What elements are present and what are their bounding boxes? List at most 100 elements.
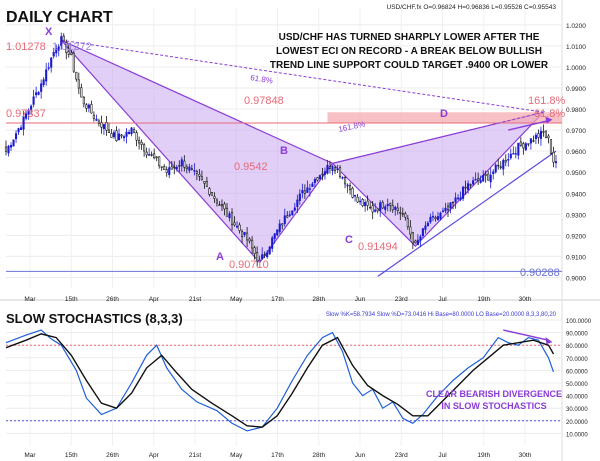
price-tick-label: 0.9400 (566, 191, 586, 198)
candle-body (203, 181, 206, 184)
candle-body (426, 222, 429, 227)
candle-body (107, 129, 111, 133)
candle-body (256, 252, 259, 262)
candle-body (55, 48, 58, 54)
candle-body (296, 199, 299, 207)
candle-body (331, 165, 334, 171)
candle-body (143, 144, 146, 152)
candle-body (414, 240, 417, 244)
candle-body (153, 153, 156, 159)
candle-body (133, 129, 136, 133)
candle-body (492, 171, 495, 175)
candle-body (266, 252, 269, 258)
candle-body (37, 92, 40, 95)
price-tick-label: 0.9300 (566, 212, 586, 219)
stoch-tick-label: 100.0000 (566, 319, 592, 325)
candle-body (354, 195, 357, 197)
candle-body (467, 183, 470, 190)
candle-body (529, 138, 532, 144)
candle-body (261, 254, 264, 260)
label-x-high-right: 1.01272 (52, 41, 92, 53)
x-tick-label-bottom: 30th (519, 452, 532, 459)
candle-body (394, 206, 397, 210)
chart-title: DAILY CHART (6, 9, 113, 26)
candle-body (451, 201, 455, 204)
candle-body (168, 167, 171, 176)
stoch-tick-label: 80.0000 (566, 344, 588, 350)
candle-body (198, 174, 201, 177)
candle-body (140, 141, 143, 145)
candle-body (424, 225, 427, 230)
candle-body (401, 213, 404, 215)
candle-body (544, 130, 548, 139)
x-tick-label: Jul (438, 296, 447, 303)
price-tick-label: 1.0200 (566, 23, 586, 30)
candle-body (419, 236, 422, 241)
candle-body (512, 153, 515, 155)
stoch-k-line (5, 329, 555, 432)
candle-body (351, 187, 354, 198)
candle-body (532, 140, 535, 142)
candle-body (391, 205, 394, 211)
label-fib-1618-right: 161.8% (528, 95, 566, 107)
candle-body (14, 133, 18, 140)
candle-body (482, 175, 485, 182)
candle-body (218, 204, 221, 206)
price-arrow (508, 119, 549, 131)
candle-body (122, 136, 126, 139)
label-fib-618-right: 61.8% (534, 108, 565, 120)
candle-body (62, 35, 65, 42)
pattern-point-a: A (216, 251, 224, 263)
candle-body (72, 52, 75, 72)
x-tick-label-bottom: 23rd (395, 452, 408, 459)
candle-body (494, 164, 497, 173)
candle-body (190, 168, 193, 170)
candle-body (115, 130, 118, 142)
candle-body (22, 116, 25, 130)
label-a-low: 0.90710 (229, 259, 269, 271)
candle-body (446, 205, 450, 211)
candle-body (82, 96, 85, 105)
candle-body (406, 218, 409, 228)
candle-body (80, 87, 83, 98)
candle-body (484, 174, 487, 176)
divergence-note-2: IN SLOW STOCHASTICS (441, 401, 546, 411)
price-axis-ticks: 1.0200 1.0100 1.0000 0.9900 0.9800 0.9700 0.96… (566, 23, 586, 283)
x-tick-label: 15th (65, 296, 78, 303)
stoch-divergence-arrow (503, 329, 549, 341)
stoch-d-line (5, 333, 555, 428)
candle-body (130, 127, 133, 135)
candle-body (366, 200, 369, 206)
price-tick-label: 0.9800 (566, 107, 586, 114)
candle-body (542, 131, 545, 133)
candle-body (278, 223, 281, 232)
candle-body (318, 175, 321, 180)
candle-body (487, 173, 490, 181)
candle-body (155, 156, 158, 159)
candle-body (276, 229, 279, 236)
candle-body (301, 190, 304, 194)
candle-body (549, 139, 553, 154)
x-tick-label-bottom: 28th (312, 452, 325, 459)
candle-body (233, 222, 236, 226)
candle-body (45, 69, 48, 82)
x-tick-label-bottom: 21st (189, 452, 201, 459)
x-tick-label: 23rd (395, 296, 408, 303)
pattern-point-x: X (45, 26, 53, 38)
candle-body (7, 145, 10, 154)
candle-body (298, 193, 301, 201)
candle-body (243, 231, 246, 236)
symbol-readout: USD/CHF.fx O=0.96824 H=0.96836 L=0.95526… (387, 4, 557, 11)
candle-body (215, 199, 219, 204)
candle-body (50, 57, 53, 68)
candle-body (236, 225, 239, 228)
x-tick-label-bottom: 19th (477, 452, 490, 459)
candle-body (188, 166, 191, 171)
candle-body (67, 51, 70, 55)
stoch-tick-label: 30.0000 (566, 407, 588, 413)
candle-body (148, 154, 151, 156)
candle-body (499, 166, 502, 168)
candle-body (333, 167, 337, 172)
candle-body (25, 113, 28, 119)
